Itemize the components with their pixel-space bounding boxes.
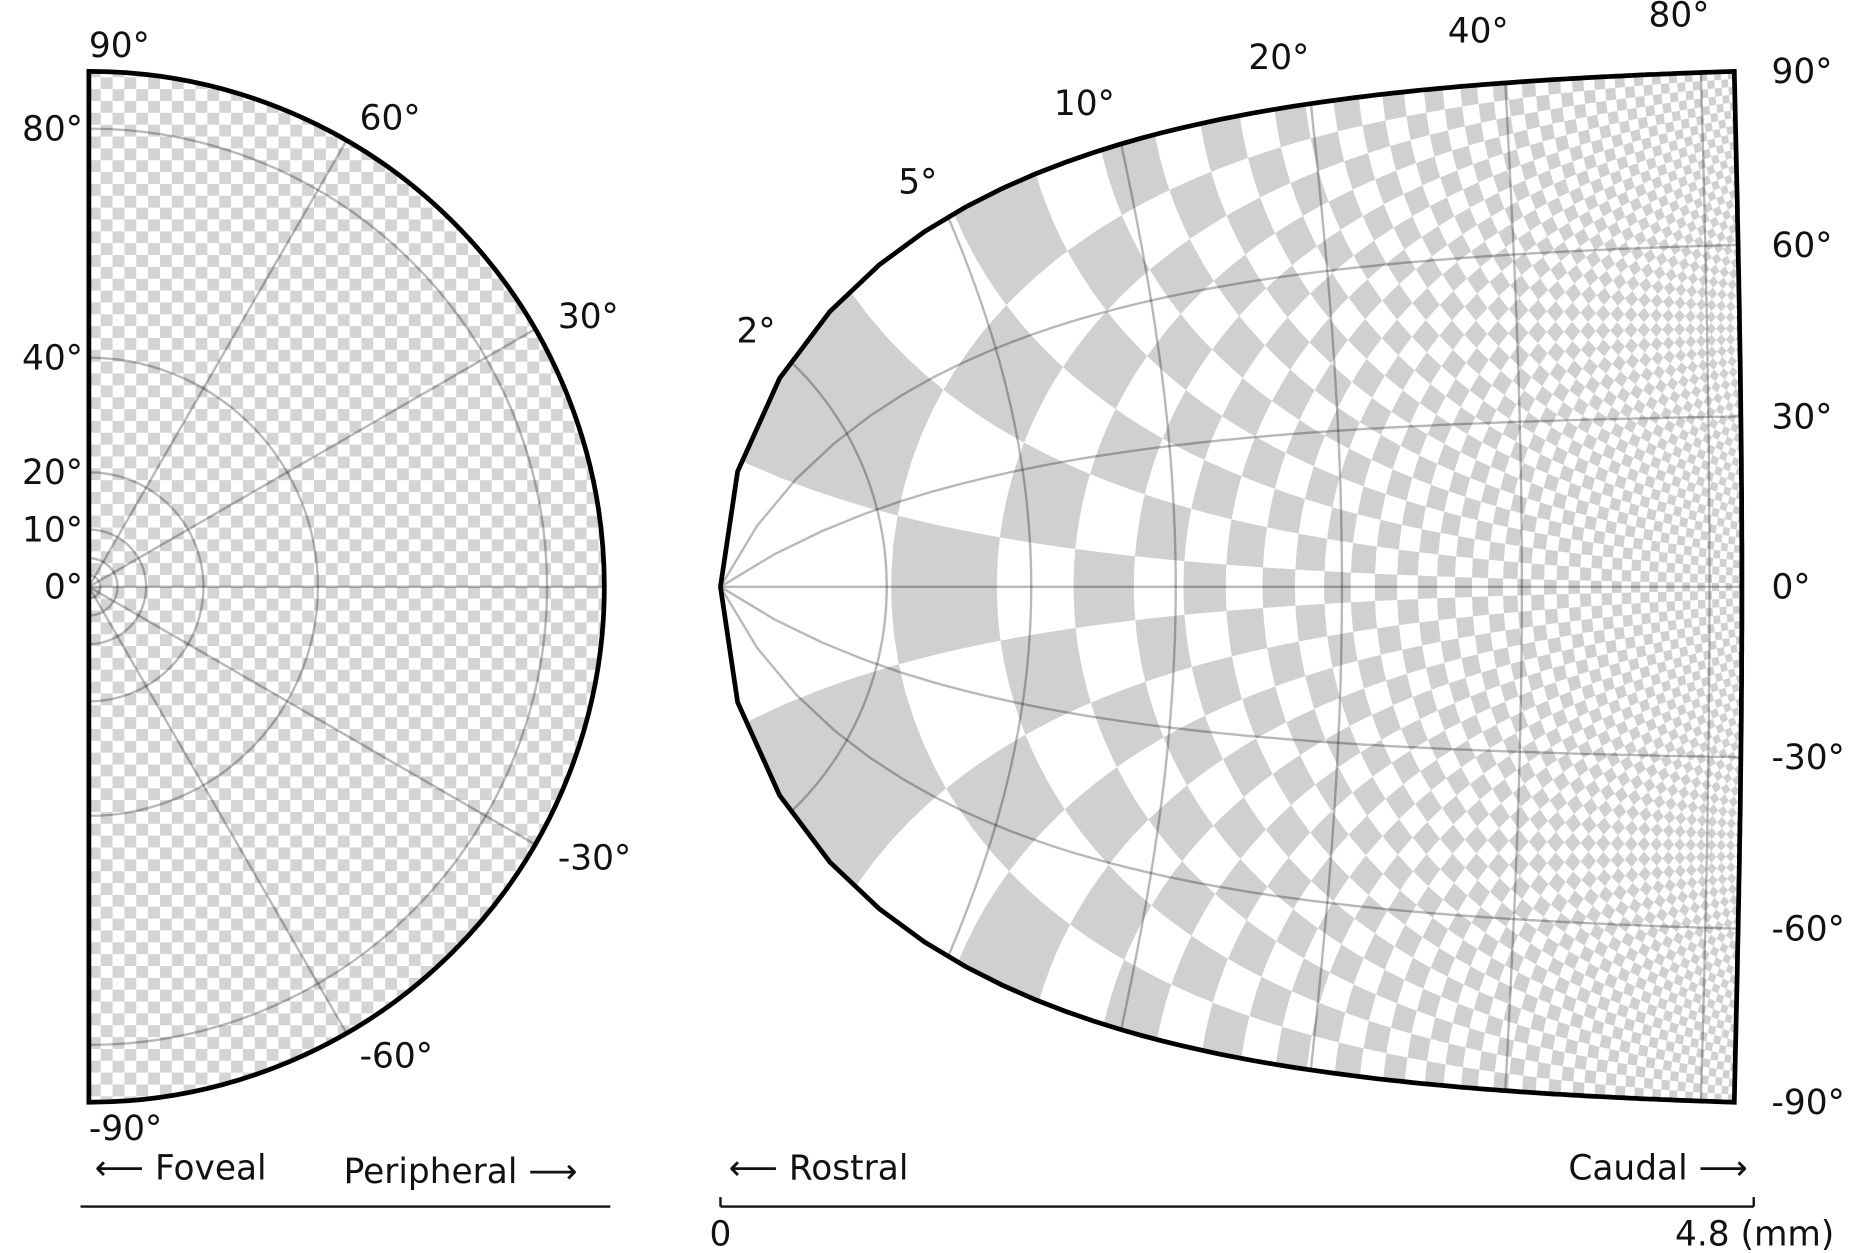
eccentricity-label: 90° — [89, 26, 150, 66]
cortex-outline — [718, 68, 1745, 1105]
caudal-label: Caudal ⟶ — [1568, 1148, 1747, 1188]
angle-label: 30° — [558, 297, 619, 337]
eccentricity-label: 20° — [22, 453, 83, 493]
angle-ray — [719, 585, 1741, 759]
angle-label: 30° — [1771, 397, 1832, 437]
peripheral-label: Peripheral ⟶ — [344, 1152, 578, 1192]
angle-label: 60° — [1771, 226, 1832, 266]
checkerboard — [741, 71, 1742, 1103]
angle-label: -60° — [360, 1037, 433, 1077]
eccentricity-ring — [1309, 103, 1344, 1071]
visual-field: 90° 80° 40° 20° 10° 0° 60° 30° -30° -60° -90° — [22, 26, 631, 1149]
eccentricity-label: 0° — [44, 568, 83, 608]
eccentricity-label: 40° — [22, 339, 83, 379]
angle-label: -90° — [1771, 1083, 1844, 1123]
eccentricity-label: 5° — [898, 163, 937, 203]
eccentricity-ring — [1504, 82, 1524, 1091]
eccentricity-label: 80° — [22, 109, 83, 149]
eccentricity-ring — [88, 556, 119, 617]
angle-ray — [719, 586, 1739, 930]
eccentricity-label: 40° — [1448, 12, 1509, 52]
angle-label: 90° — [1771, 52, 1832, 92]
angle-ray — [87, 139, 348, 588]
angle-label: -90° — [89, 1109, 162, 1149]
angle-ray — [719, 243, 1739, 588]
eccentricity-ring — [88, 471, 205, 703]
eccentricity-ring — [946, 216, 1033, 958]
angle-ray — [87, 586, 348, 1034]
field-outline — [86, 68, 607, 1105]
angle-ray — [88, 328, 536, 588]
angle-label: -60° — [1771, 910, 1844, 950]
angle-ray — [719, 415, 1741, 588]
eccentricity-ring — [88, 528, 148, 646]
angle-label: 60° — [360, 99, 421, 139]
angle-label: -30° — [558, 838, 631, 878]
eccentricity-label: 10° — [1054, 84, 1115, 124]
eccentricity-ring — [88, 127, 549, 1047]
eccentricity-label: 10° — [22, 510, 83, 550]
eccentricity-ring — [1120, 143, 1177, 1030]
angle-label: -30° — [1771, 738, 1844, 778]
eccentricity-ring — [88, 356, 320, 818]
rostral-label: ⟵ Rostral — [729, 1148, 909, 1188]
scale-tick-label: 0 — [710, 1215, 732, 1253]
eccentricity-ring — [88, 574, 102, 600]
cortex-map: 2° 5° 10° 20° 40° 80° 90° 60° 30° 0° -30° -60° -90° — [718, 0, 1845, 1123]
eccentricity-label: 20° — [1248, 38, 1309, 78]
scale-tick-label: 4.8 (mm) — [1675, 1215, 1834, 1253]
eccentricity-label: 2° — [737, 312, 776, 352]
eccentricity-ring — [789, 360, 888, 814]
angle-label: 0° — [1771, 568, 1810, 608]
eccentricity-ring — [1699, 72, 1711, 1102]
eccentricity-label: 80° — [1648, 0, 1709, 35]
foveal-label: ⟵ Foveal — [95, 1148, 267, 1188]
angle-ray — [88, 585, 536, 846]
